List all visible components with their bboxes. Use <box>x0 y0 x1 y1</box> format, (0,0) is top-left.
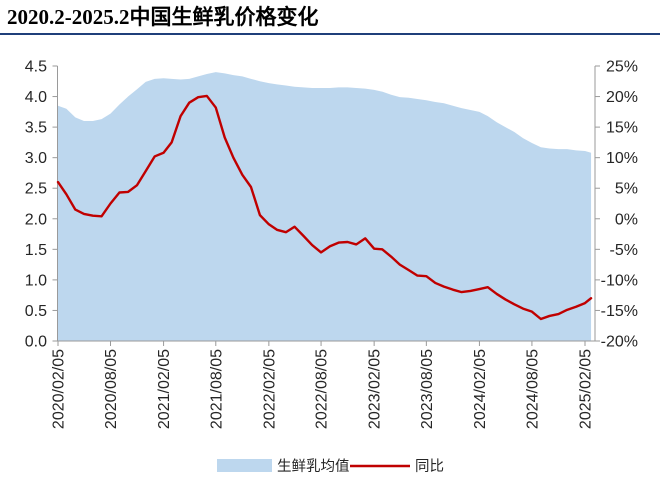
y-left-tick-label: 2.0 <box>25 211 47 228</box>
area-layer <box>57 72 592 342</box>
y-left-tick-label: 3.0 <box>25 150 47 167</box>
y-right-tick-label: 0% <box>615 211 638 228</box>
y-right-tick-label: 10% <box>606 150 638 167</box>
legend: 生鲜乳均值 同比 <box>217 458 444 475</box>
x-tick-label: 2022/02/05 <box>261 349 278 429</box>
y-right-tick-label: 5% <box>615 181 638 198</box>
y-right-axis: -20% -15% -10% -5% 0% 5% 10% 15% 20% 25% <box>595 59 638 351</box>
x-tick-label: 2024/02/05 <box>472 349 489 429</box>
y-right-tick-label: 20% <box>606 89 638 106</box>
line-series-yoy <box>56 94 593 321</box>
x-tick-label: 2023/08/05 <box>419 349 436 429</box>
area-series-raw-milk-mean <box>57 72 592 342</box>
legend-label-line: 同比 <box>415 458 444 475</box>
y-left-tick-label: 2.5 <box>25 181 47 198</box>
x-tick-label: 2023/02/05 <box>367 349 384 429</box>
y-left-tick-label: 1.5 <box>25 242 47 259</box>
y-left-tick-label: 4.0 <box>25 89 47 106</box>
y-left-axis: 0.0 0.5 1.0 1.5 2.0 2.5 3.0 3.5 4.0 4.5 <box>25 59 58 351</box>
y-left-tick-label: 0.0 <box>25 334 47 351</box>
x-tick-label: 2021/02/05 <box>156 349 173 429</box>
x-axis: 2020/02/05 2020/08/05 2021/02/05 2021/08/05… <box>51 341 595 429</box>
x-tick-label: 2024/08/05 <box>524 349 541 429</box>
legend-label-area: 生鲜乳均值 <box>277 458 350 475</box>
y-left-tick-label: 3.5 <box>25 120 47 137</box>
page-title: 2020.2-2025.2中国生鲜乳价格变化 <box>7 5 319 29</box>
x-tick-label: 2020/02/05 <box>51 349 68 429</box>
legend-swatch-area <box>217 459 272 472</box>
title-divider <box>0 33 660 35</box>
x-tick-label: 2021/08/05 <box>208 349 225 429</box>
y-right-tick-label: -15% <box>601 303 638 320</box>
line-layer <box>56 94 593 321</box>
y-left-tick-label: 0.5 <box>25 303 47 320</box>
y-right-tick-label: -20% <box>601 334 638 351</box>
x-tick-label: 2022/08/05 <box>314 349 331 429</box>
x-tick-label: 2020/08/05 <box>103 349 120 429</box>
y-right-tick-label: 25% <box>606 59 638 76</box>
y-left-tick-label: 1.0 <box>25 272 47 289</box>
y-right-tick-label: -5% <box>610 242 638 259</box>
y-left-tick-label: 4.5 <box>25 59 47 76</box>
x-tick-label: 2025/02/05 <box>578 349 595 429</box>
y-right-tick-label: -10% <box>601 272 638 289</box>
y-right-tick-label: 15% <box>606 120 638 137</box>
